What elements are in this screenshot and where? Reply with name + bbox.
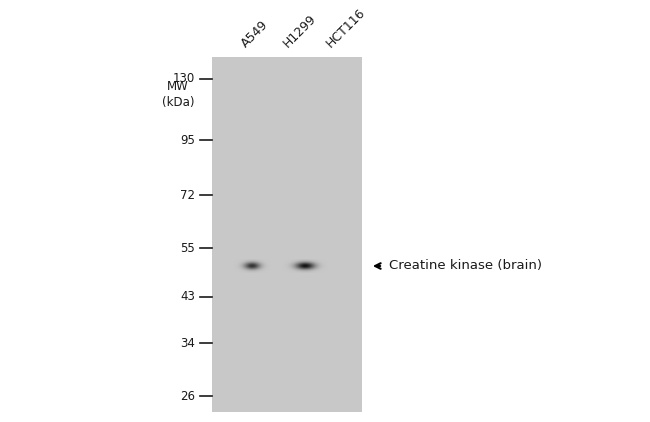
Text: HCT116: HCT116 [324, 6, 368, 50]
Text: MW
(kDa): MW (kDa) [162, 80, 194, 109]
Text: Creatine kinase (brain): Creatine kinase (brain) [389, 260, 542, 273]
Text: 72: 72 [180, 189, 195, 202]
Text: 55: 55 [180, 242, 195, 255]
Text: 26: 26 [180, 390, 195, 403]
Text: 43: 43 [180, 290, 195, 303]
Text: 34: 34 [180, 337, 195, 350]
Text: H1299: H1299 [281, 12, 319, 50]
Text: 130: 130 [173, 72, 195, 85]
Text: 95: 95 [180, 134, 195, 147]
Text: A549: A549 [239, 18, 271, 50]
Bar [212, 57, 362, 412]
